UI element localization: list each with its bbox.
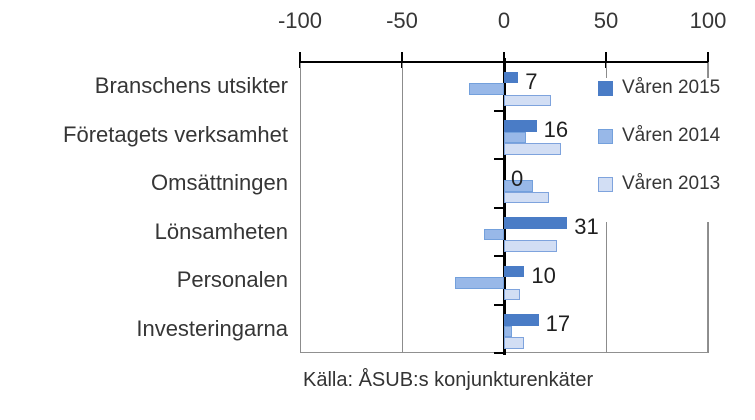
bar [455,277,504,289]
x-axis-tick [707,52,709,68]
category-label: Branschens utsikter [94,73,288,99]
bar-value-label: 0 [511,165,524,191]
gridline [300,62,301,353]
category-tick [493,206,503,209]
category-label: Företagets verksamhet [63,121,288,147]
category-label: Personalen [176,267,288,293]
bar [504,240,558,252]
category-tick [493,158,503,160]
bar-value-label: 17 [545,311,571,336]
category-tick [493,61,503,63]
bar [504,265,525,277]
bar [504,71,519,83]
x-axis-tick [299,52,301,68]
bar-value-label: 7 [525,68,538,94]
category-label: Lönsamheten [154,218,288,244]
bar [504,94,551,106]
bar-value-label: 10 [531,262,556,288]
x-axis-tick-label: -100 [277,8,323,33]
x-axis-tick-label: 50 [593,8,619,33]
bar [504,120,537,132]
bar [504,217,568,229]
bar-value-label: 16 [543,117,569,142]
bar [469,83,504,95]
legend: Våren 2015 Våren 2014 Våren 2013 [598,77,725,222]
zero-axis-line [502,58,506,355]
bar-value-label: 31 [574,214,599,239]
legend-label: Våren 2013 [622,173,721,194]
category-label: Omsättningen [151,170,288,196]
source-caption: Källa: ÅSUB:s konjunkturenkäter [303,369,594,391]
bar [504,288,521,300]
legend-label: Våren 2014 [622,125,721,146]
legend-swatch-icon [598,176,613,192]
legend-swatch-icon [598,128,613,144]
category-tick [493,109,503,112]
legend-item: Våren 2013 [598,173,721,194]
category-label: Investeringarna [136,315,288,341]
bar [504,314,539,326]
bar [504,143,562,155]
legend-label: Våren 2015 [622,77,721,98]
x-axis-tick [401,52,403,68]
category-tick [493,303,503,306]
x-axis-tick-label: 100 [689,8,727,33]
gridline [402,62,403,353]
x-axis-tick-label: 0 [497,8,511,33]
bar [504,191,549,203]
category-tick [493,352,503,354]
legend-item: Våren 2014 [598,125,721,146]
bar [504,337,525,349]
x-axis-tick [605,52,607,68]
legend-swatch-icon [598,80,613,96]
category-tick [493,255,503,257]
x-axis-tick-label: -50 [386,8,418,33]
legend-item: Våren 2015 [598,77,721,98]
bar [504,325,513,337]
bar [504,180,533,192]
bar [504,131,527,143]
bar [483,228,504,240]
